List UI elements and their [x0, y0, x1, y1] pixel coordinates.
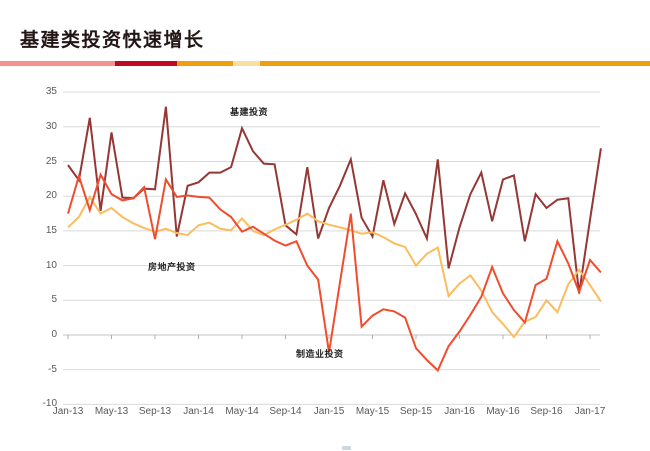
x-axis-label: Jan-14: [183, 406, 214, 417]
y-axis-label: 25: [45, 155, 57, 167]
x-axis-label: May-13: [94, 406, 129, 417]
x-axis-label: May-14: [225, 406, 259, 417]
x-axis-label: Jan-15: [313, 406, 345, 417]
y-axis-label: -10: [42, 398, 57, 410]
series-annotation-manufacturing: 制造业投资: [296, 349, 344, 359]
series-annotation-infrastructure: 基建投资: [230, 107, 269, 117]
y-axis-label: 15: [45, 224, 57, 236]
accent-bar-segment-2: [177, 61, 233, 66]
footer-page-mark: [342, 446, 351, 450]
series-line-infrastructure: [67, 106, 602, 294]
x-axis-label: Jan-13: [52, 406, 84, 417]
y-axis-label: 30: [45, 120, 57, 132]
y-axis-label: 20: [45, 190, 57, 202]
x-axis-label: Sep-16: [530, 406, 563, 417]
x-axis-label: Sep-13: [138, 406, 172, 417]
accent-bar: [0, 61, 650, 66]
x-axis-label: May-15: [355, 406, 390, 417]
x-axis-label: Jan-16: [444, 406, 475, 417]
y-axis-label: 5: [51, 294, 57, 306]
x-axis-label: Sep-15: [399, 406, 433, 417]
x-axis-label: May-16: [486, 406, 520, 417]
series-line-real-estate: [67, 172, 602, 373]
x-axis-label: Jan-17: [574, 406, 606, 417]
y-axis-label: 0: [51, 329, 57, 340]
accent-bar-segment-3: [233, 61, 260, 66]
accent-bar-segment-0: [0, 61, 115, 66]
accent-bar-segment-4: [260, 61, 650, 66]
series-annotation-real-estate: 房地产投资: [148, 262, 196, 272]
y-axis-label: 35: [45, 86, 57, 98]
x-axis-label: Sep-14: [269, 406, 302, 417]
accent-bar-segment-1: [115, 61, 177, 66]
y-axis-label: 10: [45, 259, 57, 271]
page-title: 基建类投资快速增长: [20, 30, 205, 51]
y-axis-label: -5: [48, 363, 57, 375]
